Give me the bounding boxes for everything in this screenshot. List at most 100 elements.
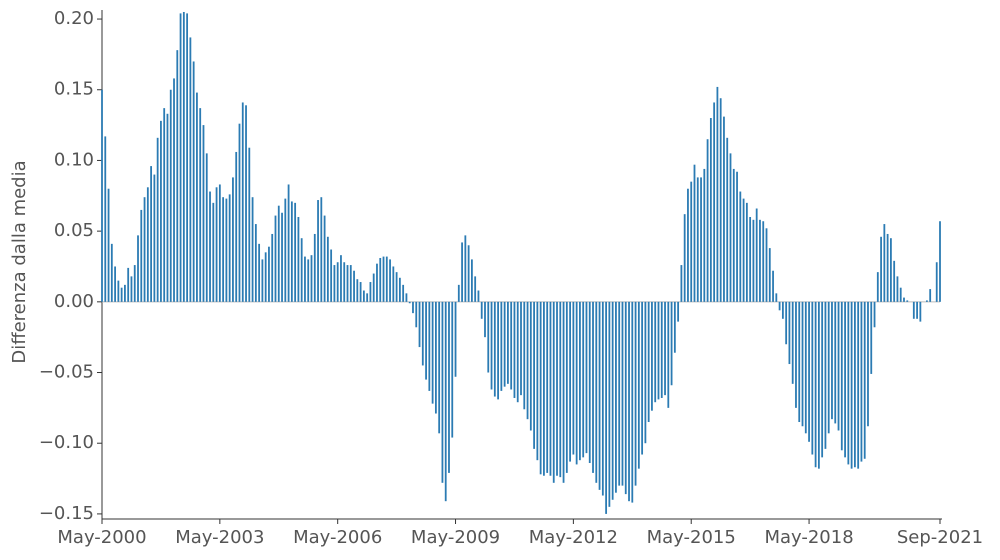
bar	[425, 301, 427, 380]
bar	[893, 260, 896, 302]
bar	[939, 221, 941, 302]
bar	[860, 301, 863, 462]
bar	[719, 98, 722, 302]
bar	[497, 301, 499, 400]
y-tick-label: −0.15	[39, 503, 94, 524]
bar	[608, 301, 611, 507]
bar	[474, 276, 477, 302]
bar	[588, 301, 591, 464]
bar	[853, 301, 856, 468]
x-tick-label: May-2006	[293, 527, 382, 548]
bar	[369, 282, 372, 302]
bar	[104, 136, 107, 302]
bar	[110, 243, 113, 302]
bar	[418, 301, 421, 348]
bar	[637, 301, 640, 469]
bar	[840, 301, 843, 451]
bar	[379, 257, 382, 302]
bar	[182, 11, 185, 302]
bar	[186, 13, 189, 302]
bar	[641, 301, 644, 455]
bar	[582, 301, 585, 458]
bar	[274, 215, 277, 302]
bar	[788, 301, 791, 365]
bar	[605, 301, 608, 514]
bar	[673, 301, 676, 353]
bar	[549, 301, 552, 476]
bar	[382, 256, 385, 302]
bar	[356, 279, 359, 302]
bar	[824, 301, 827, 449]
bar	[451, 301, 454, 438]
bar	[297, 216, 300, 302]
bar	[628, 301, 630, 502]
bar	[579, 301, 581, 461]
bar	[827, 301, 830, 434]
bar	[500, 301, 503, 391]
bar	[215, 187, 218, 302]
bar	[238, 123, 241, 302]
bar	[817, 301, 820, 469]
bar	[507, 301, 509, 384]
bar	[693, 164, 696, 302]
bar	[899, 287, 902, 302]
bar	[490, 301, 493, 390]
bar	[153, 174, 156, 302]
bar	[281, 212, 283, 302]
bar	[732, 168, 735, 302]
bar	[241, 102, 244, 302]
bar	[575, 301, 578, 465]
bar	[461, 242, 463, 302]
bar	[772, 270, 774, 302]
bar	[723, 116, 725, 302]
bar	[523, 301, 526, 410]
bar	[759, 219, 761, 302]
bar	[258, 243, 261, 302]
bar	[729, 153, 732, 302]
bar	[670, 301, 673, 386]
bar	[687, 188, 689, 302]
bar	[503, 301, 506, 387]
bar	[615, 301, 617, 493]
bar	[277, 205, 280, 302]
bar	[700, 177, 702, 302]
bar	[284, 198, 287, 302]
bar	[513, 301, 516, 398]
bar	[657, 301, 660, 400]
bar	[441, 301, 444, 483]
bar	[749, 216, 752, 302]
bar	[680, 265, 683, 302]
bar	[781, 301, 784, 319]
bar	[660, 301, 663, 398]
bar	[516, 301, 519, 403]
bar	[850, 301, 853, 469]
y-tick-label: 0.05	[54, 220, 94, 241]
bar	[340, 255, 342, 302]
bar	[372, 273, 375, 302]
bar	[847, 301, 850, 465]
bar	[130, 276, 133, 302]
bar	[768, 248, 771, 302]
bar	[405, 293, 408, 302]
bar	[480, 301, 483, 319]
bar	[176, 50, 179, 302]
bar	[621, 301, 624, 486]
bar	[565, 301, 568, 473]
bar	[127, 267, 130, 302]
bar	[543, 301, 545, 476]
bar	[857, 301, 860, 469]
bar	[706, 139, 709, 302]
bar	[546, 301, 549, 473]
bar	[156, 137, 159, 302]
bar	[831, 301, 833, 420]
x-tick-label: May-2000	[57, 527, 146, 548]
bar	[366, 293, 369, 302]
bar	[690, 181, 693, 302]
bar	[785, 301, 788, 345]
bar	[346, 265, 349, 302]
bar	[470, 259, 473, 302]
x-tick-label: May-2003	[175, 527, 264, 548]
bar	[438, 301, 441, 434]
bar	[251, 197, 254, 302]
bar	[160, 120, 162, 302]
